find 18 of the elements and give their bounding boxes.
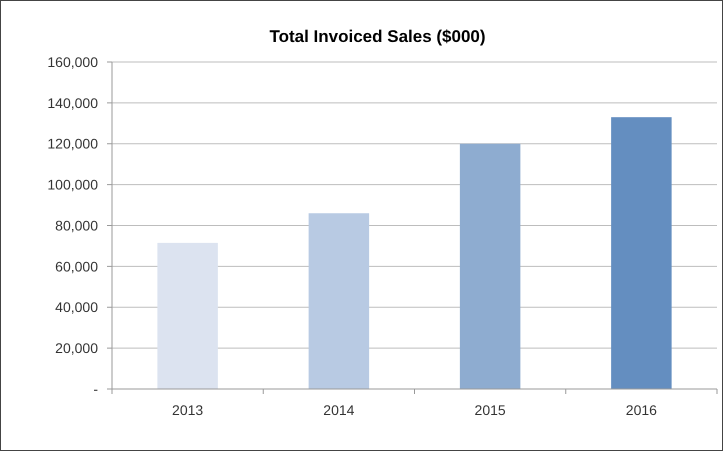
- chart-title: Total Invoiced Sales ($000): [269, 27, 486, 46]
- y-tick-label: 120,000: [47, 136, 98, 152]
- bar: [308, 213, 370, 389]
- x-tick-label: 2014: [323, 402, 355, 418]
- y-tick-label: 60,000: [55, 258, 98, 274]
- bar: [611, 117, 672, 389]
- bar: [157, 242, 218, 389]
- x-tick-label: 2013: [172, 402, 204, 418]
- y-tick-label: 140,000: [47, 94, 98, 111]
- y-tick-label: -: [93, 380, 98, 397]
- bar: [460, 144, 520, 389]
- y-tick-label: 20,000: [55, 340, 98, 356]
- y-tick-label: 160,000: [47, 54, 98, 70]
- y-tick-label: 80,000: [55, 217, 98, 234]
- y-tick-label: 40,000: [55, 299, 98, 316]
- y-tick-label: 100,000: [47, 176, 98, 193]
- x-tick-label: 2015: [474, 402, 506, 418]
- x-tick-label: 2016: [626, 402, 658, 418]
